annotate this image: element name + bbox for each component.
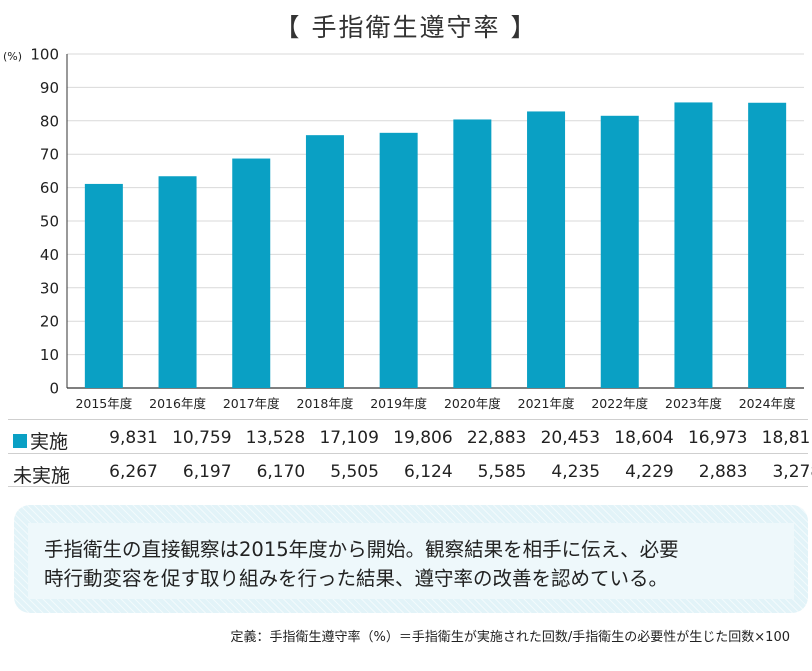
table-cell: 6,197 xyxy=(182,462,232,482)
x-tick-label: 2018年度 xyxy=(297,396,354,411)
y-tick-label: 60 xyxy=(40,179,59,197)
bar xyxy=(84,183,123,388)
table-bottom-divider xyxy=(8,486,808,487)
bar-chart: 0 10 20 30 40 50 60 70 80 90 100 (%) 2015年度 2016年度 201… xyxy=(3,46,804,411)
bar xyxy=(158,176,197,388)
table-cell: 5,585 xyxy=(477,462,527,482)
x-tick-label: 2024年度 xyxy=(739,396,796,411)
bar xyxy=(600,115,639,388)
bar xyxy=(527,111,566,388)
x-tick-label: 2017年度 xyxy=(223,396,280,411)
chart-title: 【 手指衛生遵守率 】 xyxy=(274,13,538,42)
table-cell: 19,806 xyxy=(393,428,453,448)
y-tick-label: 10 xyxy=(40,346,59,364)
table-row-implemented: 実施 9,831 10,759 13,528 17,109 19,806 22,883 20… xyxy=(0,421,812,455)
table-top-divider xyxy=(8,419,808,420)
table-cell: 6,124 xyxy=(403,462,453,482)
y-tick-label: 20 xyxy=(40,313,59,331)
table-cell: 17,109 xyxy=(319,428,379,448)
table-cell: 4,235 xyxy=(551,462,601,482)
x-tick-label: 2016年度 xyxy=(149,396,206,411)
y-tick-label: 50 xyxy=(40,213,59,231)
x-tick-label: 2023年度 xyxy=(665,396,722,411)
y-tick-label: 90 xyxy=(40,79,59,97)
bar xyxy=(748,102,787,388)
bar xyxy=(232,158,271,388)
legend-swatch xyxy=(13,433,27,448)
y-tick-label: 80 xyxy=(40,112,59,130)
bar xyxy=(674,102,713,389)
bar xyxy=(305,135,344,388)
table-cell: 5,505 xyxy=(330,462,379,482)
y-tick-label: 30 xyxy=(40,279,59,297)
table-cell: 13,528 xyxy=(245,428,306,448)
table-cell: 6,267 xyxy=(109,462,158,482)
table-mid-divider xyxy=(8,453,808,454)
row-label-implemented: 実施 xyxy=(13,427,68,454)
table-cell: 18,604 xyxy=(614,428,674,448)
table-cell: 9,831 xyxy=(109,428,158,448)
summary-note-box: 手指衛生の直接観察は2015年度から開始。観察結果を相手に伝え、必要 時行動変容… xyxy=(14,505,808,613)
x-tick-label: 2020年度 xyxy=(444,396,501,411)
bar xyxy=(379,132,418,388)
table-cell: 22,883 xyxy=(466,428,527,448)
row-label-not-implemented: 未実施 xyxy=(13,461,70,488)
x-tick-label: 2019年度 xyxy=(370,396,427,411)
summary-note-inner: 手指衛生の直接観察は2015年度から開始。観察結果を相手に伝え、必要 時行動変容… xyxy=(28,523,794,599)
bar xyxy=(453,119,492,389)
summary-note-text: 手指衛生の直接観察は2015年度から開始。観察結果を相手に伝え、必要 時行動変容… xyxy=(44,535,784,593)
x-tick-label: 2022年度 xyxy=(591,396,648,411)
y-tick-label: 70 xyxy=(40,146,59,164)
table-row-not-implemented: 未実施 6,267 6,197 6,170 5,505 6,124 5,585 4,235 4… xyxy=(0,455,812,489)
y-tick-label: 0 xyxy=(49,380,59,398)
table-cell: 3,278 xyxy=(772,462,812,482)
note-line-2: 時行動変容を促す取り組みを行った結果、遵守率の改善を認めている。 xyxy=(44,567,669,590)
table-cell: 16,973 xyxy=(687,428,748,448)
table-cell: 10,759 xyxy=(172,428,232,448)
x-tick-label: 2015年度 xyxy=(75,396,132,411)
y-tick-label: 100 xyxy=(30,46,59,64)
table-cell: 2,883 xyxy=(698,462,748,482)
table-cell: 4,229 xyxy=(625,462,674,482)
definition-footnote: 定義：手指衛生遵守率（%）＝手指衛生が実施された回数/手指衛生の必要性が生じた回… xyxy=(230,630,790,645)
y-axis-label: (%) xyxy=(3,50,22,63)
table-cell: 18,811 xyxy=(761,428,812,448)
note-line-1: 手指衛生の直接観察は2015年度から開始。観察結果を相手に伝え、必要 xyxy=(44,538,679,561)
row-label-text: 未実施 xyxy=(13,465,71,487)
table-cell: 6,170 xyxy=(256,462,306,482)
table-cell: 20,453 xyxy=(540,428,601,448)
y-tick-label: 40 xyxy=(40,246,59,264)
row-label-text: 実施 xyxy=(30,431,69,453)
x-tick-label: 2021年度 xyxy=(518,396,575,411)
